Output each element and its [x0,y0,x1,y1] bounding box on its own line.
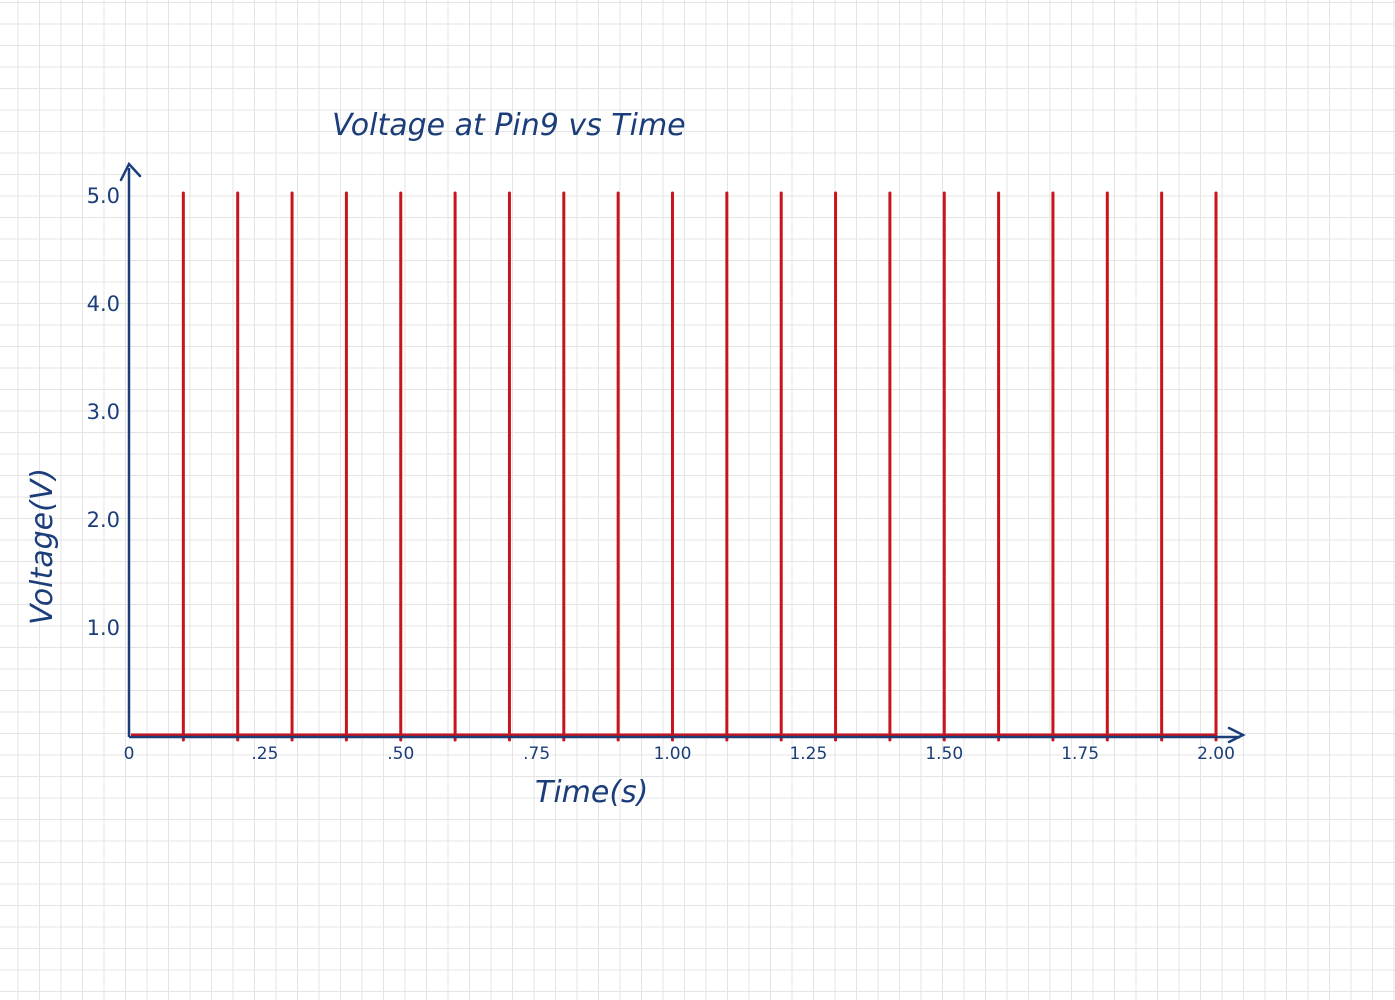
y-tick-label: 5.0 [87,184,120,208]
x-tick-label: .25 [251,744,278,764]
y-axis-arrow [119,161,142,182]
y-tick-label: 2.0 [87,508,120,532]
x-tick-label: .75 [523,744,550,764]
x-axis-label: Time(s) [535,775,648,810]
x-tick-label: 0 [124,744,135,764]
signal-series [131,191,1218,742]
y-tick-label: 3.0 [87,400,120,424]
x-tick-labels: 0 .25 .50 .75 1.00 1.25 1.50 1.75 2.00 [124,744,1235,764]
axes [119,161,1246,744]
y-tick-label: 1.0 [87,616,120,640]
x-axis-arrow [1227,726,1246,744]
x-tick-label: 1.25 [789,744,827,764]
x-tick-label: 1.75 [1061,744,1099,764]
y-axis-label: Voltage(V) [25,468,60,625]
y-tick-label: 4.0 [87,292,120,316]
y-tick-labels: 1.0 2.0 3.0 4.0 5.0 [87,184,120,640]
x-tick-label: .50 [387,744,414,764]
chart-title: Voltage at Pin9 vs Time [332,108,686,143]
x-tick-label: 1.00 [654,744,692,764]
x-tick-label: 1.50 [925,744,963,764]
x-tick-label: 2.00 [1197,744,1235,764]
